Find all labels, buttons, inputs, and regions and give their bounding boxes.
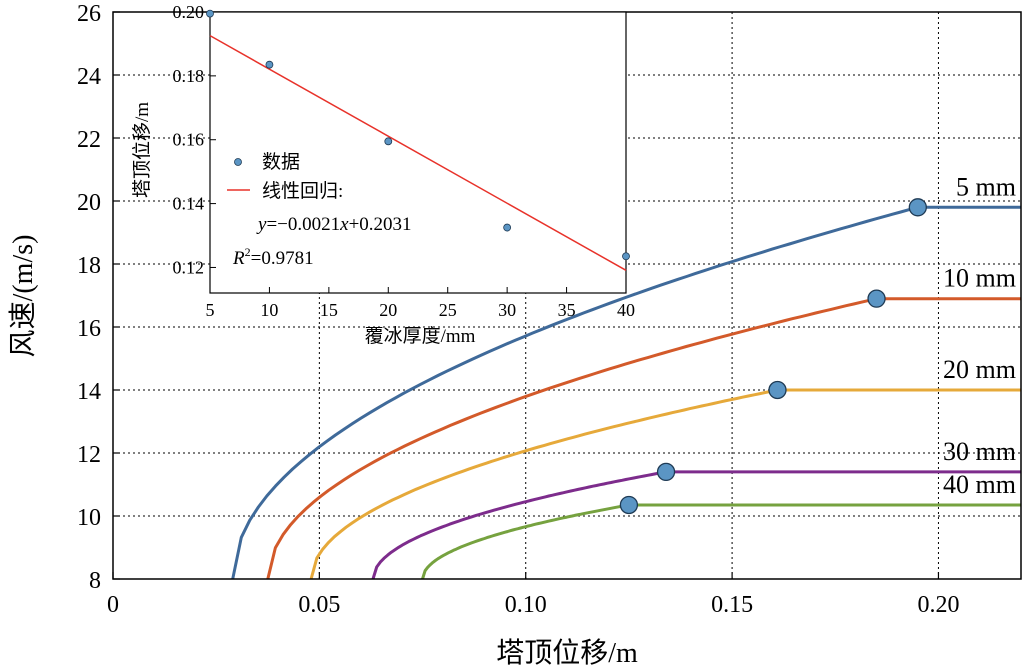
main-ytick-label-22: 22 bbox=[77, 127, 101, 153]
main-xtick-label-0p05: 0.05 bbox=[298, 592, 340, 618]
legend-fit-label: 线性回归: bbox=[262, 180, 343, 202]
inset-legend: 数据 线性回归: y=−0.0021x+0.2031 R2=0.9781 bbox=[227, 151, 412, 269]
series-labels: 5 mm 10 mm 20 mm 30 mm 40 mm bbox=[943, 172, 1016, 499]
series-line-5-mm bbox=[231, 205, 1021, 580]
main-ytick-label-8: 8 bbox=[89, 568, 101, 594]
series-label-20-mm: 20 mm bbox=[943, 355, 1016, 384]
inset-ytick-label-0p12: 0.12 bbox=[173, 257, 205, 277]
inset-xtick-label-30: 30 bbox=[498, 300, 516, 320]
series-line-20-mm bbox=[309, 388, 1021, 580]
series-line-30-mm bbox=[371, 470, 1021, 580]
inset-point-40mm bbox=[622, 252, 630, 261]
legend-data-label: 数据 bbox=[262, 151, 300, 173]
series-line-40-mm bbox=[421, 503, 1021, 580]
eq-slope: =−0.0021 bbox=[266, 214, 340, 235]
main-ytick-label-12: 12 bbox=[77, 442, 101, 468]
peak-marker-20-mm bbox=[768, 380, 787, 400]
main-ytick-label-14: 14 bbox=[77, 379, 101, 405]
r2-letter: R bbox=[232, 248, 245, 269]
inset-xtick-label-25: 25 bbox=[439, 300, 457, 320]
legend-data-marker bbox=[234, 158, 242, 166]
inset-ytick-label-0p18: 0.18 bbox=[173, 66, 205, 86]
main-ytick-label-18: 18 bbox=[77, 253, 101, 279]
eq-x: x bbox=[339, 214, 349, 235]
inset-ytick-label-0p20: 0.20 bbox=[173, 2, 205, 22]
inset-xtick-label-5: 5 bbox=[206, 300, 215, 320]
eq-y: y bbox=[256, 214, 267, 235]
series-line-10-mm bbox=[266, 297, 1021, 580]
main-ytick-label-20: 20 bbox=[77, 190, 101, 216]
inset-xtick-label-20: 20 bbox=[379, 300, 397, 320]
peak-marker-30-mm bbox=[656, 462, 676, 482]
main-ytick-label-26: 26 bbox=[77, 1, 101, 27]
inset-point-5mm bbox=[206, 9, 214, 18]
inset-fit-line bbox=[209, 34, 627, 271]
main-xtick-label-0p20: 0.20 bbox=[917, 592, 959, 618]
inset-xtick-label-15: 15 bbox=[320, 300, 338, 320]
inset-plot: 5 10 15 20 25 30 35 40 0.12 0.14 0.16 0.18 0.20 bbox=[173, 2, 636, 320]
inset-ytick-label-0p14: 0.14 bbox=[173, 194, 205, 214]
main-xtick-label-0: 0 bbox=[107, 592, 119, 618]
main-ytick-label-10: 10 bbox=[77, 505, 101, 531]
inset-ytick-label-0p16: 0.16 bbox=[173, 130, 205, 150]
inset-xtick-label-10: 10 bbox=[260, 300, 278, 320]
inset-point-20mm bbox=[384, 137, 393, 146]
main-xtick-label-0p10: 0.10 bbox=[505, 592, 547, 618]
series-label-10-mm: 10 mm bbox=[943, 264, 1016, 293]
inset-xtick-label-35: 35 bbox=[558, 300, 576, 320]
main-ticks: 0 0.05 0.10 0.15 0.20 8 10 12 14 16 18 20 22 24 26 bbox=[77, 1, 959, 618]
main-ytick-label-16: 16 bbox=[77, 316, 101, 342]
peak-marker-10-mm bbox=[867, 289, 886, 308]
inset-point-10mm bbox=[265, 60, 274, 69]
peak-marker-5-mm bbox=[908, 198, 927, 217]
fit-equation: y=−0.0021x+0.2031 bbox=[256, 214, 412, 235]
r2-sup: 2 bbox=[245, 245, 251, 259]
series-label-30-mm: 30 mm bbox=[943, 437, 1016, 466]
inset-x-axis-label: 覆冰厚度/mm bbox=[365, 325, 476, 347]
series-label-5-mm: 5 mm bbox=[956, 172, 1016, 201]
main-ytick-label-24: 24 bbox=[77, 64, 101, 90]
main-series-group bbox=[231, 198, 1021, 580]
eq-intercept: +0.2031 bbox=[349, 214, 412, 235]
inset-y-axis-label: 塔顶位移/m bbox=[131, 102, 153, 198]
main-y-axis-label: 风速/(m/s) bbox=[8, 235, 39, 358]
main-xtick-label-0p15: 0.15 bbox=[711, 592, 753, 618]
inset-xtick-label-40: 40 bbox=[617, 300, 635, 320]
main-x-axis-label: 塔顶位移/m bbox=[496, 637, 638, 669]
peak-marker-40-mm bbox=[619, 495, 639, 515]
inset-point-30mm bbox=[503, 223, 512, 232]
r2-value: =0.9781 bbox=[251, 248, 314, 269]
series-label-40-mm: 40 mm bbox=[943, 470, 1016, 499]
r2-text: R2=0.9781 bbox=[232, 245, 314, 269]
